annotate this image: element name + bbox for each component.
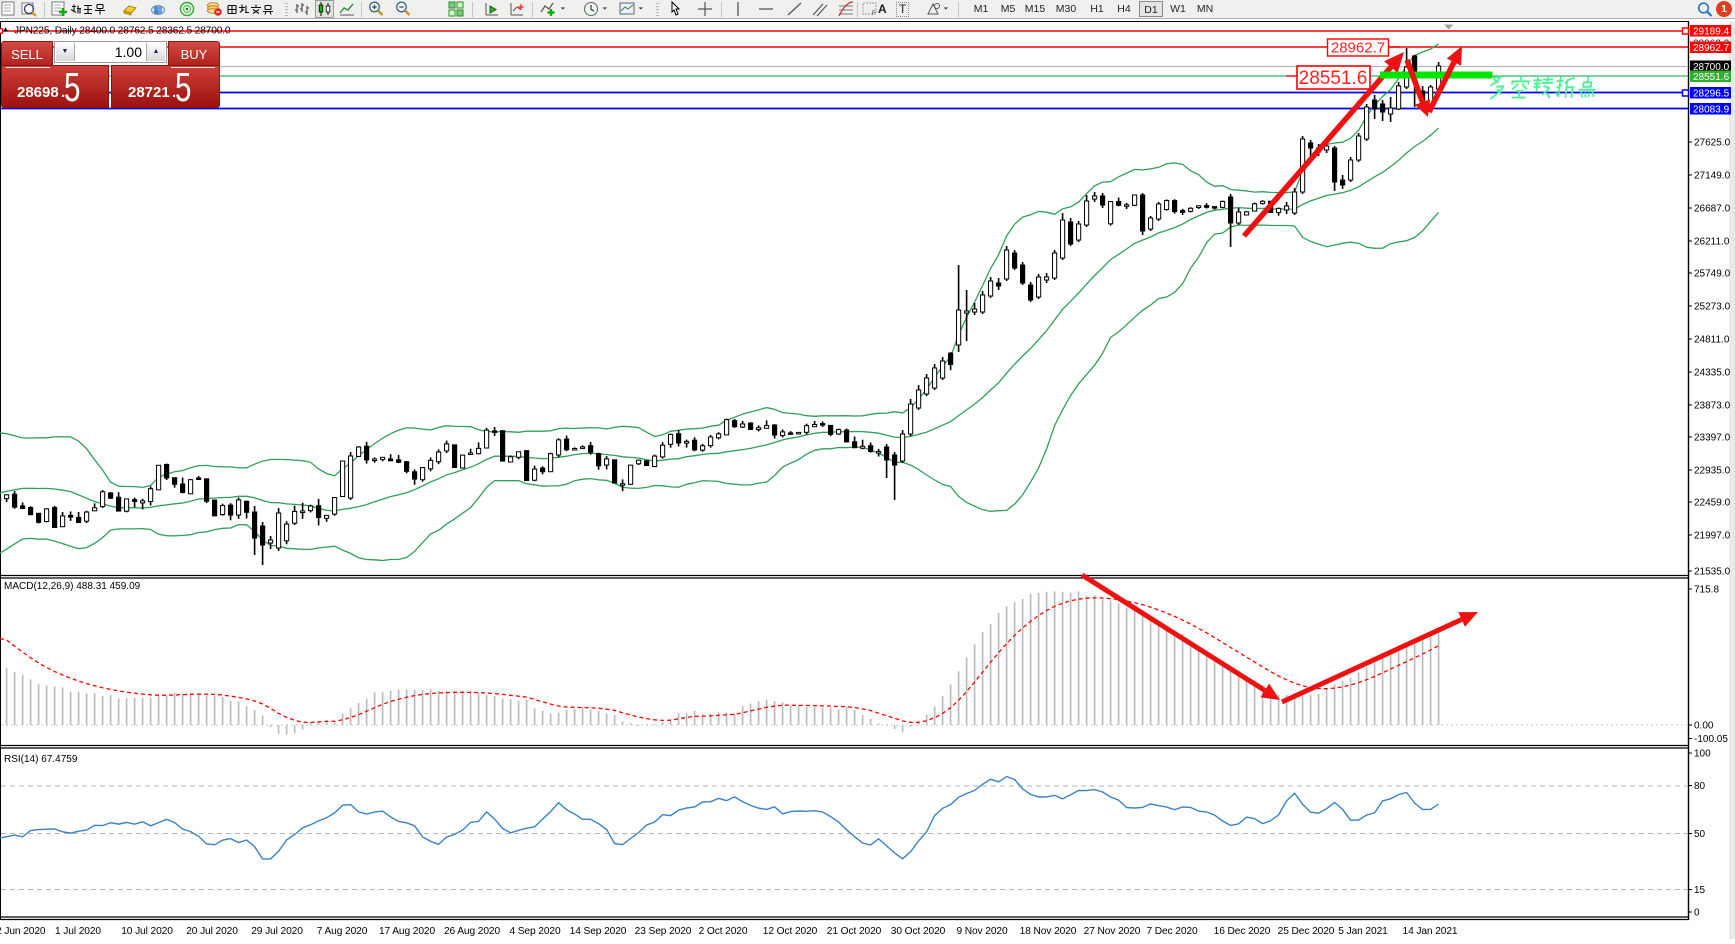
svg-text:30 Oct 2020: 30 Oct 2020 <box>891 926 946 937</box>
svg-text:50: 50 <box>1694 829 1706 840</box>
svg-text:27 Nov 2020: 27 Nov 2020 <box>1084 926 1141 937</box>
svg-text:25 Dec 2020: 25 Dec 2020 <box>1278 926 1335 937</box>
svg-text:29189.4: 29189.4 <box>1693 27 1730 38</box>
svg-text:28296.5: 28296.5 <box>1693 89 1730 100</box>
svg-text:28700.0: 28700.0 <box>1693 62 1730 73</box>
svg-text:29 Jul 2020: 29 Jul 2020 <box>251 926 303 937</box>
svg-text:28962.7: 28962.7 <box>1331 40 1385 57</box>
svg-text:25749.0: 25749.0 <box>1694 269 1731 280</box>
svg-text:9 Nov 2020: 9 Nov 2020 <box>956 926 1008 937</box>
svg-text:1 Jul 2020: 1 Jul 2020 <box>55 926 101 937</box>
svg-text:26211.0: 26211.0 <box>1694 237 1730 248</box>
svg-text:18 Nov 2020: 18 Nov 2020 <box>1020 926 1077 937</box>
svg-text:12 Oct 2020: 12 Oct 2020 <box>763 926 818 937</box>
svg-text:7 Aug 2020: 7 Aug 2020 <box>317 926 368 937</box>
svg-text:RSI(14) 67.4759: RSI(14) 67.4759 <box>4 754 78 765</box>
svg-text:27149.0: 27149.0 <box>1694 171 1731 182</box>
svg-text:23 Sep 2020: 23 Sep 2020 <box>635 926 692 937</box>
svg-text:28962.7: 28962.7 <box>1693 43 1730 54</box>
svg-text:7 Dec 2020: 7 Dec 2020 <box>1146 926 1198 937</box>
svg-text:25273.0: 25273.0 <box>1694 302 1731 313</box>
svg-text:5 Jan 2021: 5 Jan 2021 <box>1338 926 1388 937</box>
svg-text:21 Oct 2020: 21 Oct 2020 <box>827 926 882 937</box>
svg-text:28551.6: 28551.6 <box>1693 72 1730 83</box>
svg-text:14 Sep 2020: 14 Sep 2020 <box>570 926 627 937</box>
svg-text:4 Sep 2020: 4 Sep 2020 <box>509 926 561 937</box>
svg-text:23397.0: 23397.0 <box>1694 433 1731 444</box>
svg-text:715.8: 715.8 <box>1694 585 1719 596</box>
svg-text:80: 80 <box>1694 781 1706 792</box>
svg-text:100: 100 <box>1694 749 1711 760</box>
svg-text:24811.0: 24811.0 <box>1694 335 1730 346</box>
svg-text:20 Jul 2020: 20 Jul 2020 <box>186 926 238 937</box>
svg-text:0: 0 <box>1694 908 1700 919</box>
svg-text:22459.0: 22459.0 <box>1694 498 1731 509</box>
svg-text:0.00: 0.00 <box>1694 721 1714 732</box>
svg-text:17 Aug 2020: 17 Aug 2020 <box>379 926 436 937</box>
svg-text:JPN225, Daily 28400.0 28762.5: JPN225, Daily 28400.0 28762.5 28362.5 28… <box>14 26 231 37</box>
svg-text:26687.0: 26687.0 <box>1694 204 1731 215</box>
svg-text:22935.0: 22935.0 <box>1694 466 1731 477</box>
svg-text:27625.0: 27625.0 <box>1694 138 1731 149</box>
svg-text:23873.0: 23873.0 <box>1694 401 1731 412</box>
svg-text:-100.05: -100.05 <box>1694 734 1728 745</box>
svg-text:2 Oct 2020: 2 Oct 2020 <box>699 926 748 937</box>
svg-text:14 Jan 2021: 14 Jan 2021 <box>1403 926 1458 937</box>
svg-text:21997.0: 21997.0 <box>1694 531 1731 542</box>
svg-text:28551.6: 28551.6 <box>1299 68 1368 89</box>
svg-text:24335.0: 24335.0 <box>1694 368 1731 379</box>
svg-text:28083.9: 28083.9 <box>1693 105 1730 116</box>
svg-text:26 Aug 2020: 26 Aug 2020 <box>444 926 501 937</box>
svg-text:MACD(12,26,9) 488.31 459.09: MACD(12,26,9) 488.31 459.09 <box>4 581 141 592</box>
svg-text:21535.0: 21535.0 <box>1694 567 1731 578</box>
svg-text:16 Dec 2020: 16 Dec 2020 <box>1214 926 1271 937</box>
svg-text:22 Jun 2020: 22 Jun 2020 <box>0 926 46 937</box>
svg-text:F: F <box>872 11 876 17</box>
svg-text:15: 15 <box>1694 885 1706 896</box>
svg-text:10 Jul 2020: 10 Jul 2020 <box>121 926 173 937</box>
